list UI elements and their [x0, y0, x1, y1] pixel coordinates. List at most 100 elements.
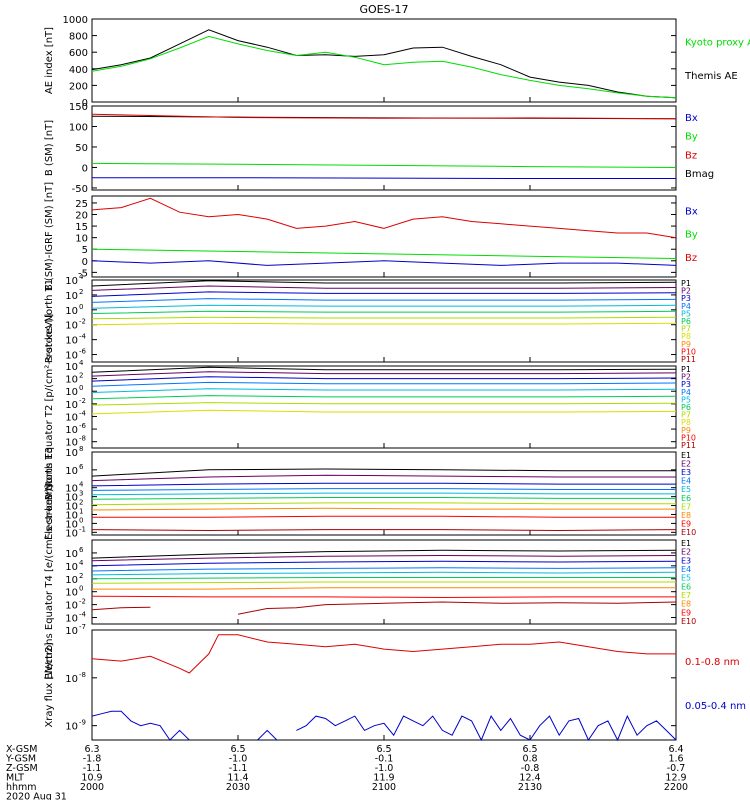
series-line-e9	[92, 515, 676, 518]
legend-entry: E4	[681, 565, 691, 574]
y-tick-exponent: 1	[79, 507, 83, 515]
legend-entry: Bz	[685, 150, 697, 161]
series-line-by	[91, 162, 677, 168]
y-tick-label: 20	[75, 211, 88, 222]
y-tick-label: 0	[82, 163, 88, 174]
series-line-e5	[91, 571, 677, 576]
y-tick-label: 10	[65, 425, 78, 436]
date-label: 2020 Aug 31	[6, 792, 67, 800]
legend-entry: P4	[681, 302, 691, 311]
y-tick-exponent: -6	[79, 348, 87, 356]
legend-entry: Bmag	[685, 169, 714, 180]
legend-entry: P3	[681, 294, 691, 303]
legend-entry: P9	[681, 340, 691, 349]
panel-2: -50 0 50 100 150 B (SM) [nT] Bx By Bz Bmag	[44, 102, 714, 195]
legend-entry: E9	[681, 519, 691, 528]
series-line-p3	[91, 376, 677, 382]
y-tick-label: 10	[65, 276, 78, 287]
y-tick-exponent: -4	[79, 611, 87, 619]
row-value: 6.4	[668, 744, 683, 755]
y-tick-exponent: 8	[79, 445, 83, 453]
y-tick-label: 10	[65, 601, 78, 612]
y-axis-label: AE index [nT]	[44, 27, 55, 94]
series-line-p1	[91, 280, 677, 287]
row-value: 2100	[372, 782, 396, 793]
y-tick-label: 10	[65, 291, 78, 302]
legend-entry: P6	[681, 317, 691, 326]
legend-entry: P11	[681, 441, 696, 450]
legend-entry: E5	[681, 574, 691, 583]
legend-entry: E5	[681, 485, 691, 494]
legend-entry: P7	[681, 325, 691, 334]
legend-entry: E6	[681, 582, 691, 591]
legend-entry: P3	[681, 380, 691, 389]
series-line-p4	[91, 381, 677, 387]
series-line-bz	[91, 113, 677, 120]
legend-entry: E2	[681, 548, 691, 557]
y-axis-label: Xray flux [W/m2]	[44, 642, 55, 727]
legend-entry: P8	[681, 418, 691, 427]
legend-entry: 0.1-0.8 nm	[685, 657, 740, 668]
legend-entry: E10	[681, 528, 696, 537]
y-tick-exponent: -2	[79, 397, 86, 405]
row-value: 2000	[80, 782, 104, 793]
legend-entry: E10	[681, 617, 696, 626]
series-line-by	[91, 248, 677, 259]
y-tick-label: 10	[65, 362, 78, 373]
legend-entry: E7	[681, 502, 691, 511]
y-tick-exponent: -2	[79, 598, 86, 606]
y-tick-exponent: 4	[79, 559, 84, 567]
row-value: 6.5	[376, 744, 391, 755]
y-tick-label: 10	[65, 549, 78, 560]
series-line-bx	[91, 260, 677, 266]
row-value: -0.1	[375, 754, 394, 765]
y-tick-exponent: -7	[79, 623, 86, 631]
legend-entry: E3	[681, 556, 691, 565]
row-value: 12.4	[519, 773, 540, 784]
legend-entry: By	[685, 132, 698, 143]
y-tick-label: 50	[75, 143, 88, 154]
row-value: 11.4	[227, 773, 248, 784]
legend-entry: E8	[681, 600, 691, 609]
row-value: 2200	[664, 782, 688, 793]
row-value: -0.7	[667, 763, 686, 774]
y-tick-exponent: 4	[79, 359, 84, 367]
series-line-e5	[91, 492, 676, 496]
row-value: 0.8	[522, 754, 537, 765]
y-tick-label: 150	[69, 102, 88, 113]
row-label: Y-GSM	[5, 754, 36, 765]
y-tick-exponent: 3	[79, 490, 83, 498]
legend-entry: E1	[681, 539, 691, 548]
series-line-e9	[91, 595, 676, 599]
row-value: 11.9	[373, 773, 394, 784]
series-line-kyoto-proxy-ae	[91, 35, 677, 99]
legend-entry: P5	[681, 309, 691, 318]
y-axis-label: Electrons North T3	[44, 447, 55, 540]
legend-entry: E7	[681, 591, 691, 600]
panel-frame	[91, 195, 677, 278]
y-tick-label: 15	[75, 222, 88, 233]
legend-entry: P10	[681, 347, 696, 356]
y-tick-exponent: 0	[79, 585, 83, 593]
series-line-e10	[91, 529, 677, 532]
y-tick-label: 10	[65, 375, 78, 386]
legend-entry: P6	[681, 403, 691, 412]
y-tick-label: 10	[65, 614, 78, 625]
legend-entry: E8	[681, 511, 691, 520]
series-line-e8	[91, 507, 676, 511]
y-tick-label: 10	[65, 321, 78, 332]
row-label: X-GSM	[6, 744, 37, 755]
y-tick-exponent: 0	[79, 384, 83, 392]
y-tick-exponent: 2	[79, 372, 83, 380]
series-line-e10	[91, 601, 677, 615]
series-line-e6	[91, 577, 676, 580]
series-line-p1	[91, 366, 677, 373]
y-tick-exponent: -1	[79, 525, 86, 533]
y-tick-exponent: -2	[79, 318, 86, 326]
y-tick-label: 10	[65, 448, 78, 459]
series-line-p6	[91, 310, 677, 314]
legend-entry: 0.05-0.4 nm	[685, 701, 746, 712]
row-value: -1.1	[229, 763, 248, 774]
